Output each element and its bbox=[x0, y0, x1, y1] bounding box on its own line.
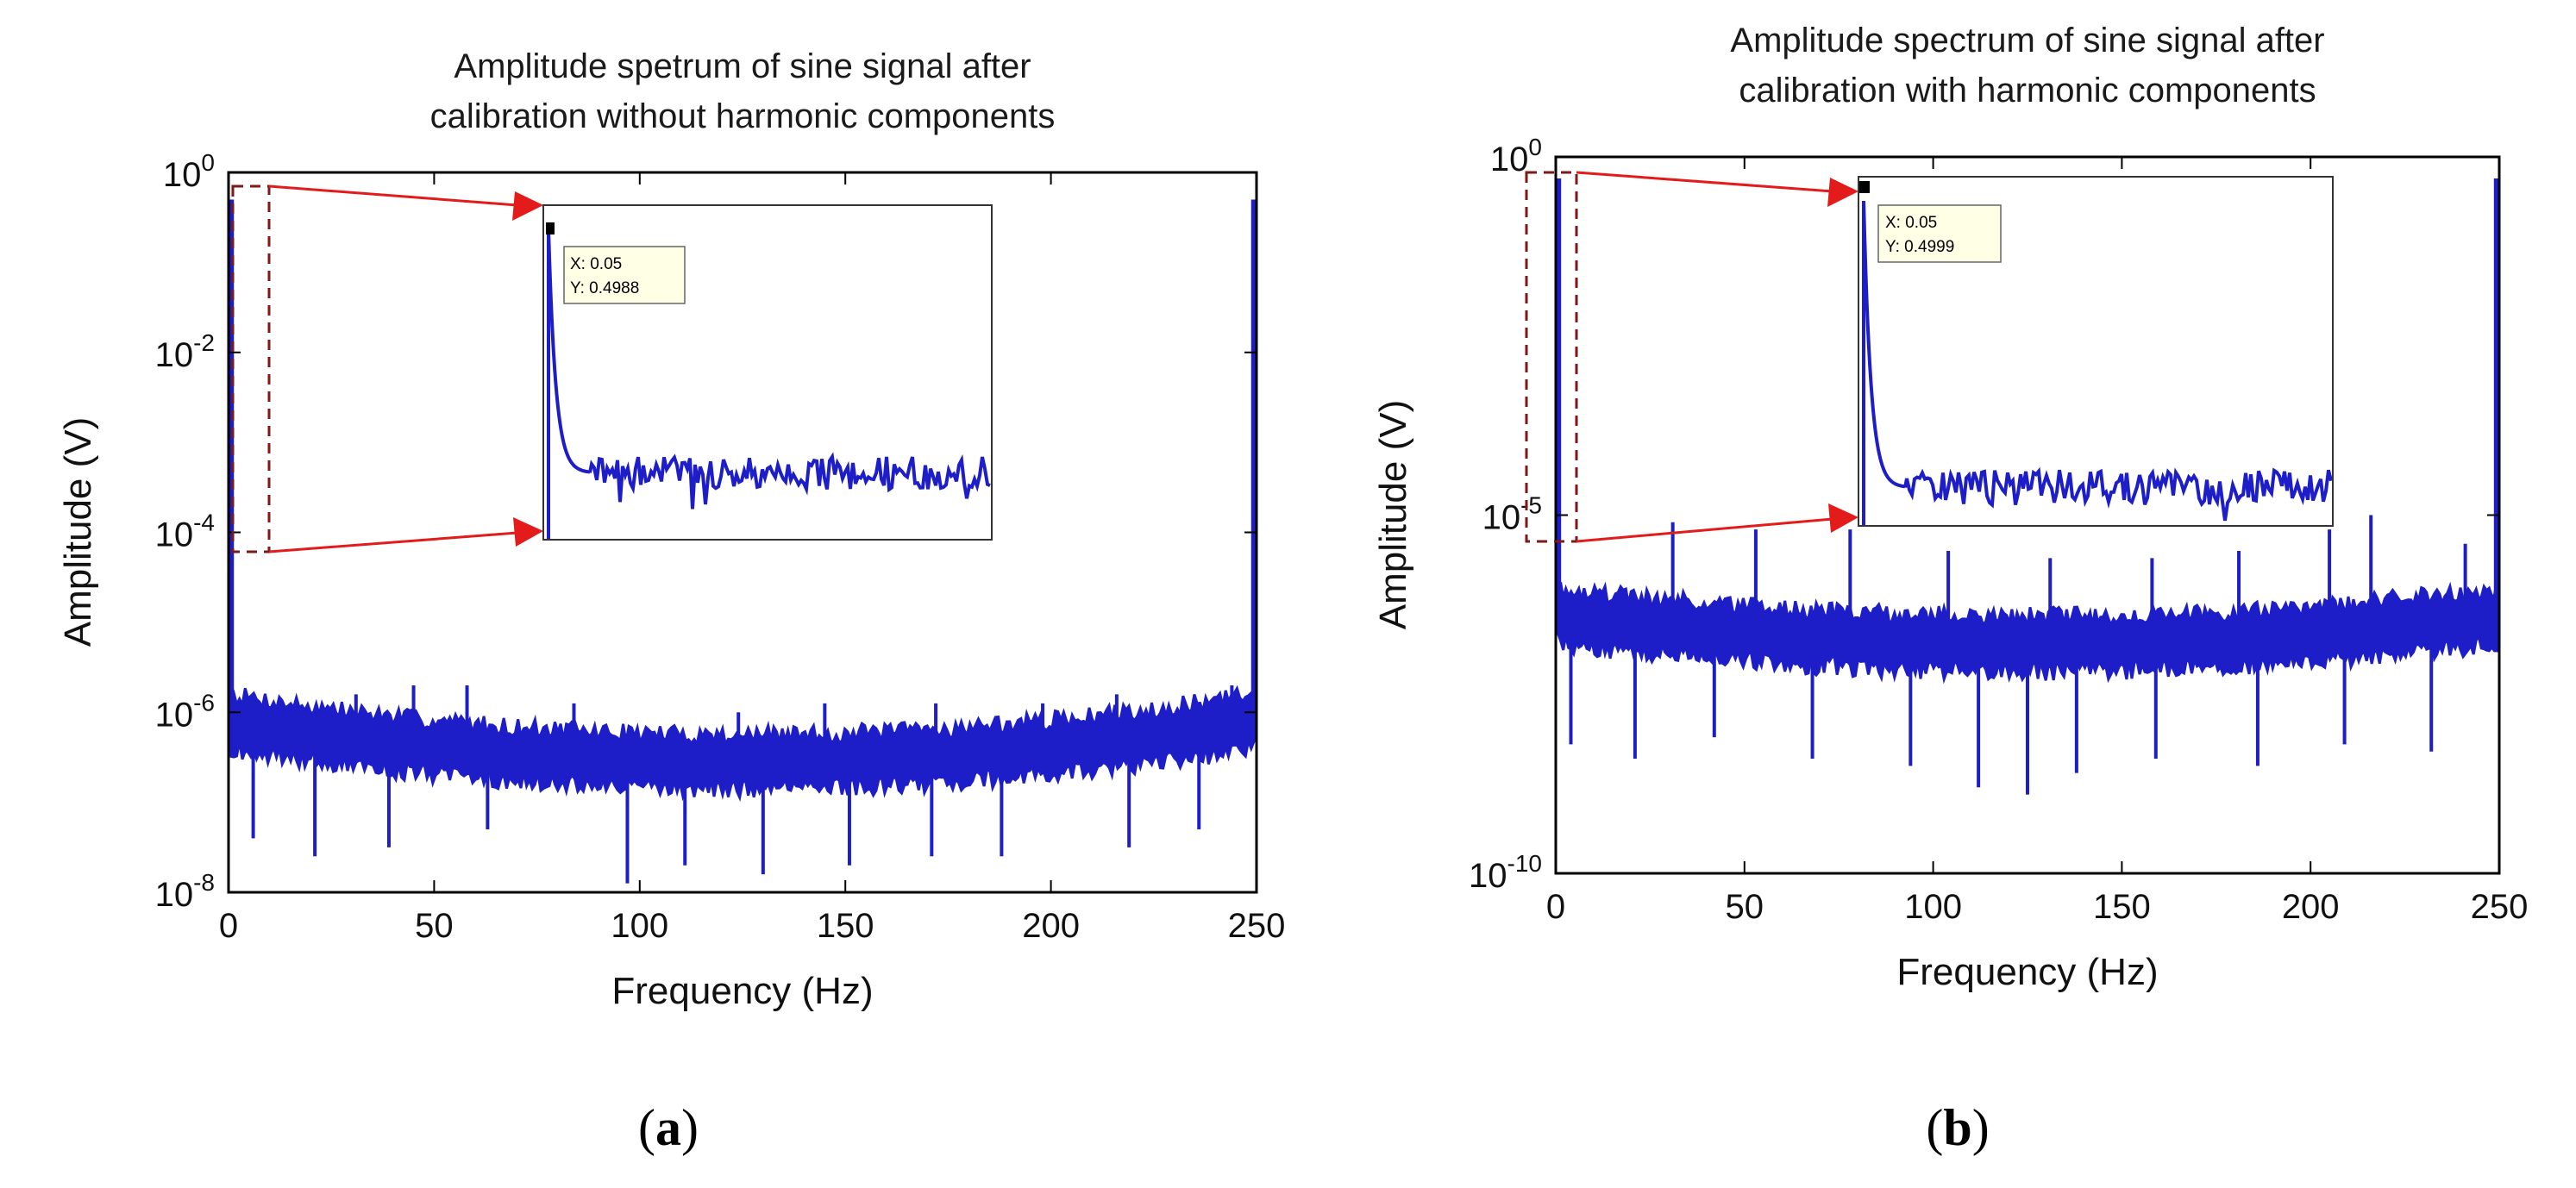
y-tick-exponent: 0 bbox=[201, 149, 215, 176]
panel-a-spikes bbox=[251, 685, 1234, 884]
x-tick-label: 150 bbox=[2093, 888, 2151, 926]
y-tick-label: 10-5 bbox=[1482, 492, 1542, 537]
panel-b-inset-noise bbox=[1903, 466, 2333, 522]
x-tick-label: 0 bbox=[1546, 888, 1565, 926]
y-tick-exponent: -2 bbox=[193, 329, 215, 356]
panel-b-zoom-arrowhead-top bbox=[1827, 178, 1858, 207]
y-tick-exponent: -6 bbox=[193, 689, 215, 716]
panel-a-zoom-arrow-bottom bbox=[268, 531, 518, 553]
panel-a-series-group bbox=[229, 199, 1257, 884]
x-tick-label: 0 bbox=[219, 907, 238, 945]
panel-a-caption: (a) bbox=[638, 1099, 699, 1156]
panel-b-datatip-box bbox=[1877, 204, 2002, 263]
panel-a-caption-letter: a bbox=[655, 1099, 681, 1156]
panel-a-x-axis-label: Frequency (Hz) bbox=[611, 970, 873, 1012]
panel-b-inset: X: 0.05 Y: 0.4999 bbox=[1858, 176, 2334, 527]
y-tick-exponent: -10 bbox=[1507, 850, 1542, 877]
y-tick-exponent: -4 bbox=[193, 510, 215, 536]
panel-a-title-line-2: calibration without harmonic components bbox=[430, 97, 1056, 135]
y-tick-base: 10 bbox=[1490, 141, 1529, 178]
x-tick-label: 250 bbox=[1228, 907, 1286, 945]
y-tick-label: 10-4 bbox=[155, 510, 215, 554]
panel-a-inset: X: 0.05 Y: 0.4988 bbox=[542, 204, 993, 541]
panel-b-zoom-arrow-top bbox=[1576, 171, 1833, 193]
panel-a-datatip-box bbox=[563, 246, 686, 304]
y-tick-exponent: 0 bbox=[1528, 134, 1542, 160]
y-tick-label: 100 bbox=[1490, 134, 1542, 178]
panel-b-datatip-y: Y: 0.4999 bbox=[1885, 238, 1954, 256]
panel-a-zoom-arrowhead-bottom bbox=[513, 517, 543, 547]
panel-a-noise-band bbox=[229, 685, 1256, 803]
panel-a-title-line-1: Amplitude spetrum of sine signal after bbox=[454, 47, 1031, 85]
panel-b-zoom-region bbox=[1525, 171, 1578, 543]
panel-a-datatip-x: X: 0.05 bbox=[570, 255, 622, 273]
panel-b-caption: (b) bbox=[1926, 1099, 1989, 1156]
panel-b-title-line-1: Amplitude spectrum of sine signal after bbox=[1730, 22, 2324, 59]
y-tick-base: 10 bbox=[155, 696, 194, 734]
panel-b-zoom-arrow-bottom bbox=[1576, 517, 1833, 543]
panel-a-datatip-y: Y: 0.4988 bbox=[570, 279, 639, 297]
x-tick-label: 200 bbox=[2282, 888, 2340, 926]
panel-a-zoom-region bbox=[231, 184, 271, 553]
x-tick-label: 100 bbox=[1904, 888, 1962, 926]
panel-a-y-axis-label: Amplitude (V) bbox=[57, 417, 99, 647]
y-tick-base: 10 bbox=[155, 876, 194, 914]
panel-b-y-axis-label: Amplitude (V) bbox=[1372, 400, 1414, 630]
panel-a: Amplitude spetrum of sine signal after c… bbox=[57, 47, 1285, 1156]
panel-b-inset-frame bbox=[1858, 176, 2334, 527]
panel-a-zoom-arrow-top bbox=[268, 184, 518, 207]
y-tick-label: 100 bbox=[163, 149, 215, 194]
panel-b-zoom-arrowhead-bottom bbox=[1828, 503, 1858, 533]
panel-a-inset-peak-marker bbox=[546, 222, 555, 234]
y-tick-base: 10 bbox=[155, 336, 194, 374]
y-tick-base: 10 bbox=[1482, 499, 1521, 537]
panel-b-datatip-x: X: 0.05 bbox=[1885, 214, 1937, 232]
x-tick-label: 100 bbox=[611, 907, 668, 945]
panel-a-inset-frame bbox=[542, 204, 993, 541]
panel-a-datatip: X: 0.05 Y: 0.4988 bbox=[563, 246, 686, 304]
y-tick-label: 10-10 bbox=[1469, 850, 1542, 895]
x-tick-label: 200 bbox=[1022, 907, 1080, 945]
panel-b-x-axis-label: Frequency (Hz) bbox=[1896, 951, 2158, 993]
y-tick-base: 10 bbox=[163, 156, 202, 194]
panel-a-zoom-arrowhead-top bbox=[512, 191, 543, 221]
panel-b-inset-curve bbox=[1862, 200, 1906, 526]
panel-a-inset-curve bbox=[547, 228, 591, 540]
panel-b-inset-peak-marker bbox=[1859, 181, 1870, 193]
panel-a-x-ticks: 0 50 100 150 200 250 bbox=[219, 172, 1286, 945]
panel-b-noise-band bbox=[1557, 578, 2498, 685]
x-tick-label: 50 bbox=[1726, 888, 1764, 926]
x-tick-label: 250 bbox=[2471, 888, 2529, 926]
panel-b-spikes bbox=[1569, 515, 2467, 795]
y-tick-base: 10 bbox=[1469, 857, 1507, 895]
panel-b-series-group bbox=[1556, 178, 2499, 795]
y-tick-label: 10-8 bbox=[155, 869, 215, 914]
y-tick-exponent: -5 bbox=[1520, 492, 1542, 519]
y-tick-exponent: -8 bbox=[193, 869, 215, 896]
panel-b-title-line-2: calibration with harmonic components bbox=[1739, 72, 2316, 109]
panel-a-inset-noise bbox=[588, 452, 991, 510]
panel-b-datatip: X: 0.05 Y: 0.4999 bbox=[1877, 204, 2002, 263]
x-tick-label: 150 bbox=[817, 907, 874, 945]
y-tick-label: 10-2 bbox=[155, 329, 215, 374]
y-tick-base: 10 bbox=[155, 516, 194, 554]
x-tick-label: 50 bbox=[415, 907, 454, 945]
panel-b: Amplitude spectrum of sine signal after … bbox=[1372, 22, 2528, 1156]
panel-b-x-ticks: 0 50 100 150 200 250 bbox=[1546, 157, 2529, 926]
panel-b-caption-letter: b bbox=[1943, 1099, 1971, 1156]
y-tick-label: 10-6 bbox=[155, 689, 215, 734]
